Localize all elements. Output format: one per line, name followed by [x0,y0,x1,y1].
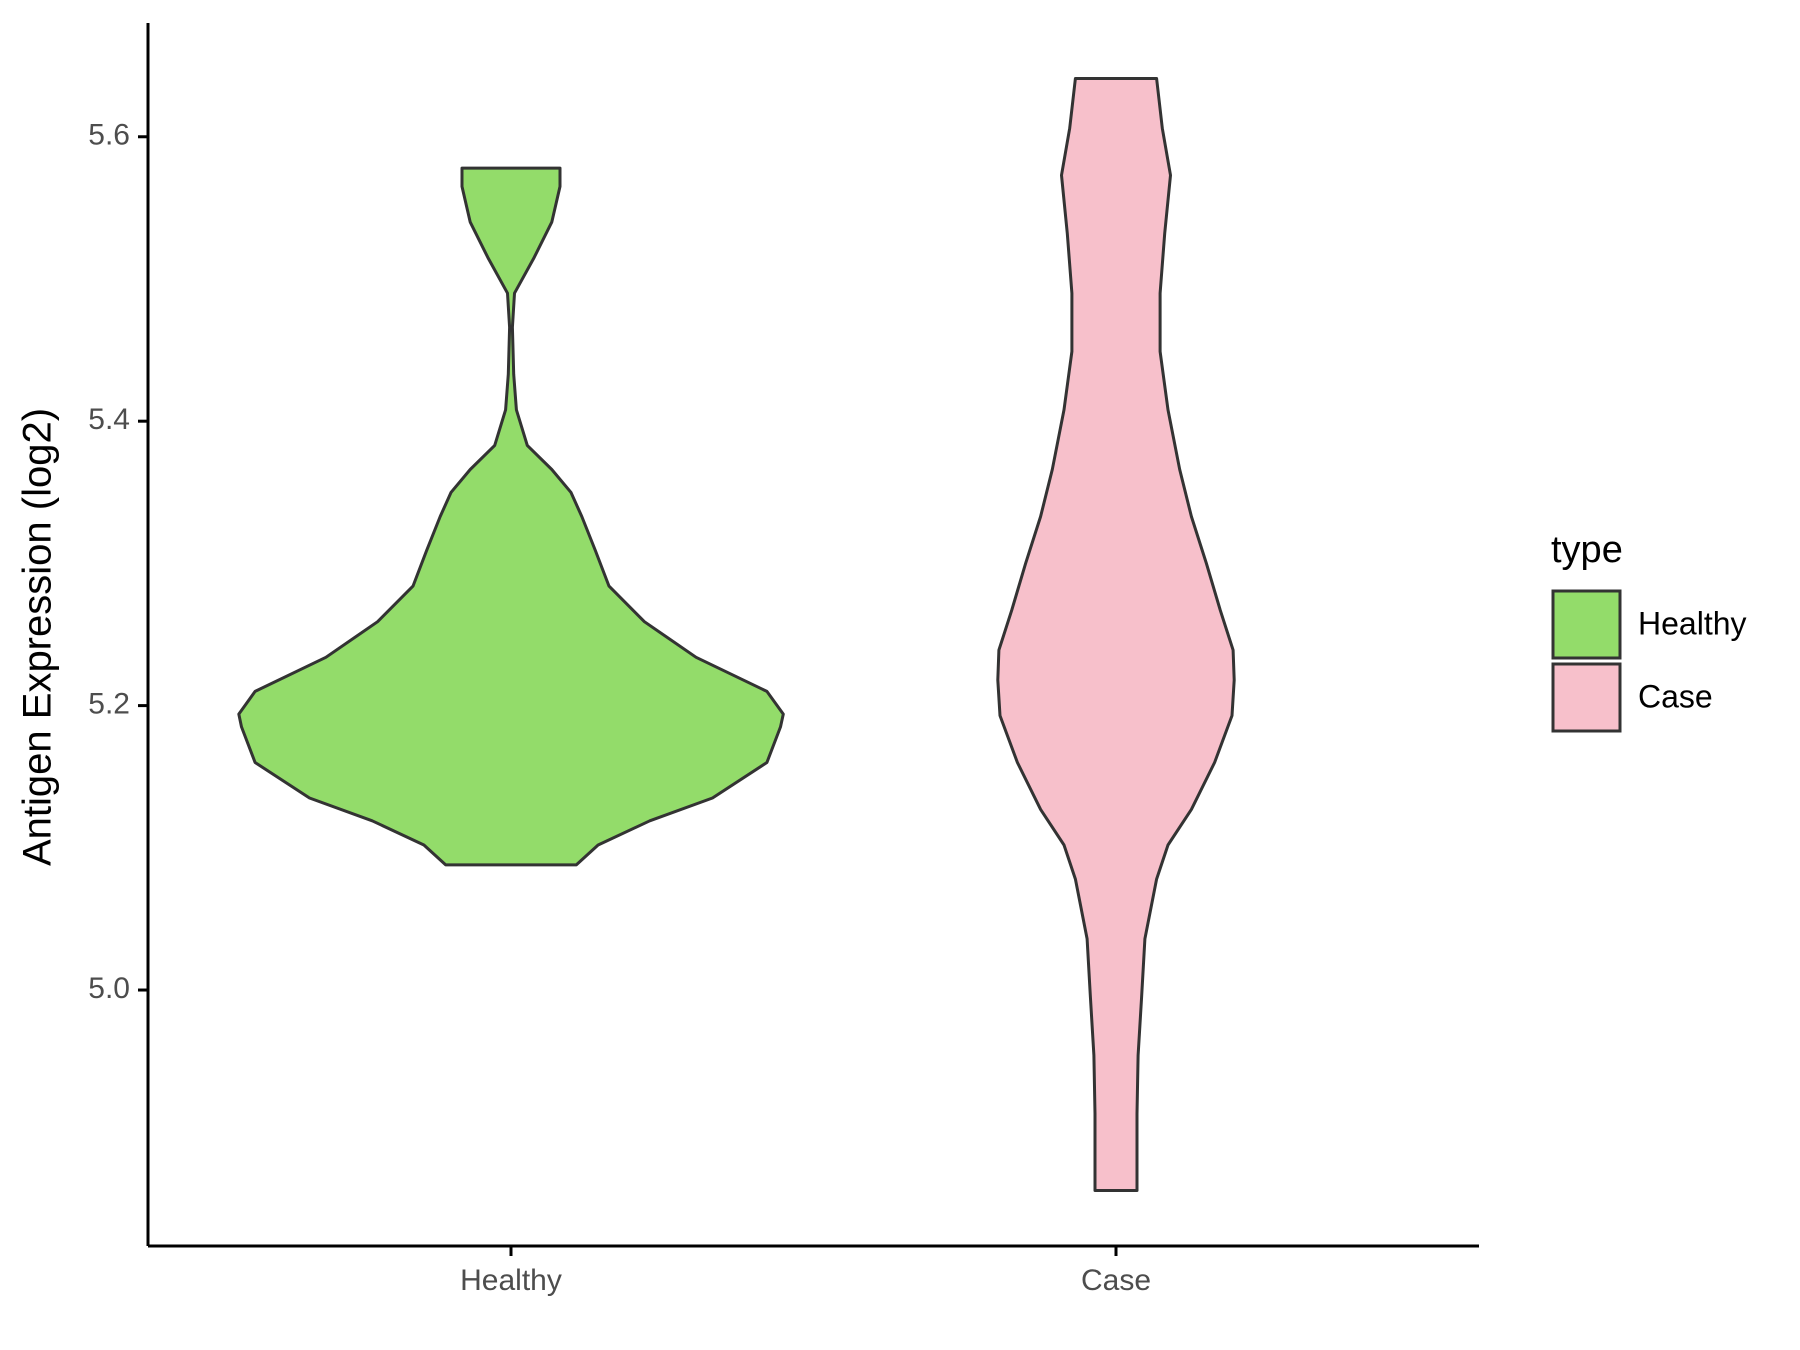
y-axis-title: Antigen Expression (log2) [16,408,60,866]
legend-swatch [1551,589,1622,660]
violin [237,166,785,867]
y-tick-label: 5.4 [88,403,130,436]
legend-label: Case [1638,678,1713,714]
y-tick-label: 5.0 [88,972,130,1005]
legend-swatch [1551,662,1622,733]
legend-label: Healthy [1638,605,1747,641]
x-tick-label: Case [1081,1264,1151,1297]
y-tick-label: 5.6 [88,119,130,152]
violin [996,77,1236,1192]
legend-title: type [1551,529,1623,571]
x-tick-label: Healthy [460,1264,562,1297]
y-tick-label: 5.2 [88,688,130,721]
